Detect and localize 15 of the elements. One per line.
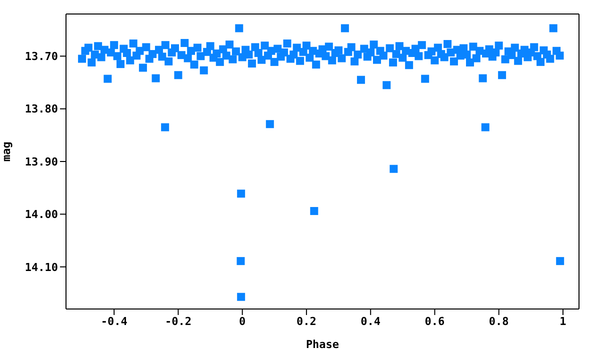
y-tick-label: 14.00 — [24, 208, 58, 222]
x-tick-label: 0.4 — [360, 314, 381, 328]
y-axis-title: mag — [0, 142, 13, 162]
y-tick-label: 13.70 — [24, 50, 58, 64]
x-tick-label: -0.2 — [164, 314, 192, 328]
x-tick-label: 1 — [560, 314, 567, 328]
x-tick-label: 0.2 — [296, 314, 316, 328]
y-tick-label: 13.90 — [24, 155, 58, 168]
x-tick-label: 0.8 — [488, 314, 509, 328]
x-tick-label: 0 — [239, 314, 246, 328]
y-tick-label: 13.80 — [24, 102, 58, 116]
x-axis-title: Phase — [306, 338, 340, 350]
x-tick-label: -0.4 — [100, 314, 128, 328]
y-tick-label: 14.10 — [24, 260, 58, 274]
x-tick-label: 0.6 — [424, 314, 446, 328]
